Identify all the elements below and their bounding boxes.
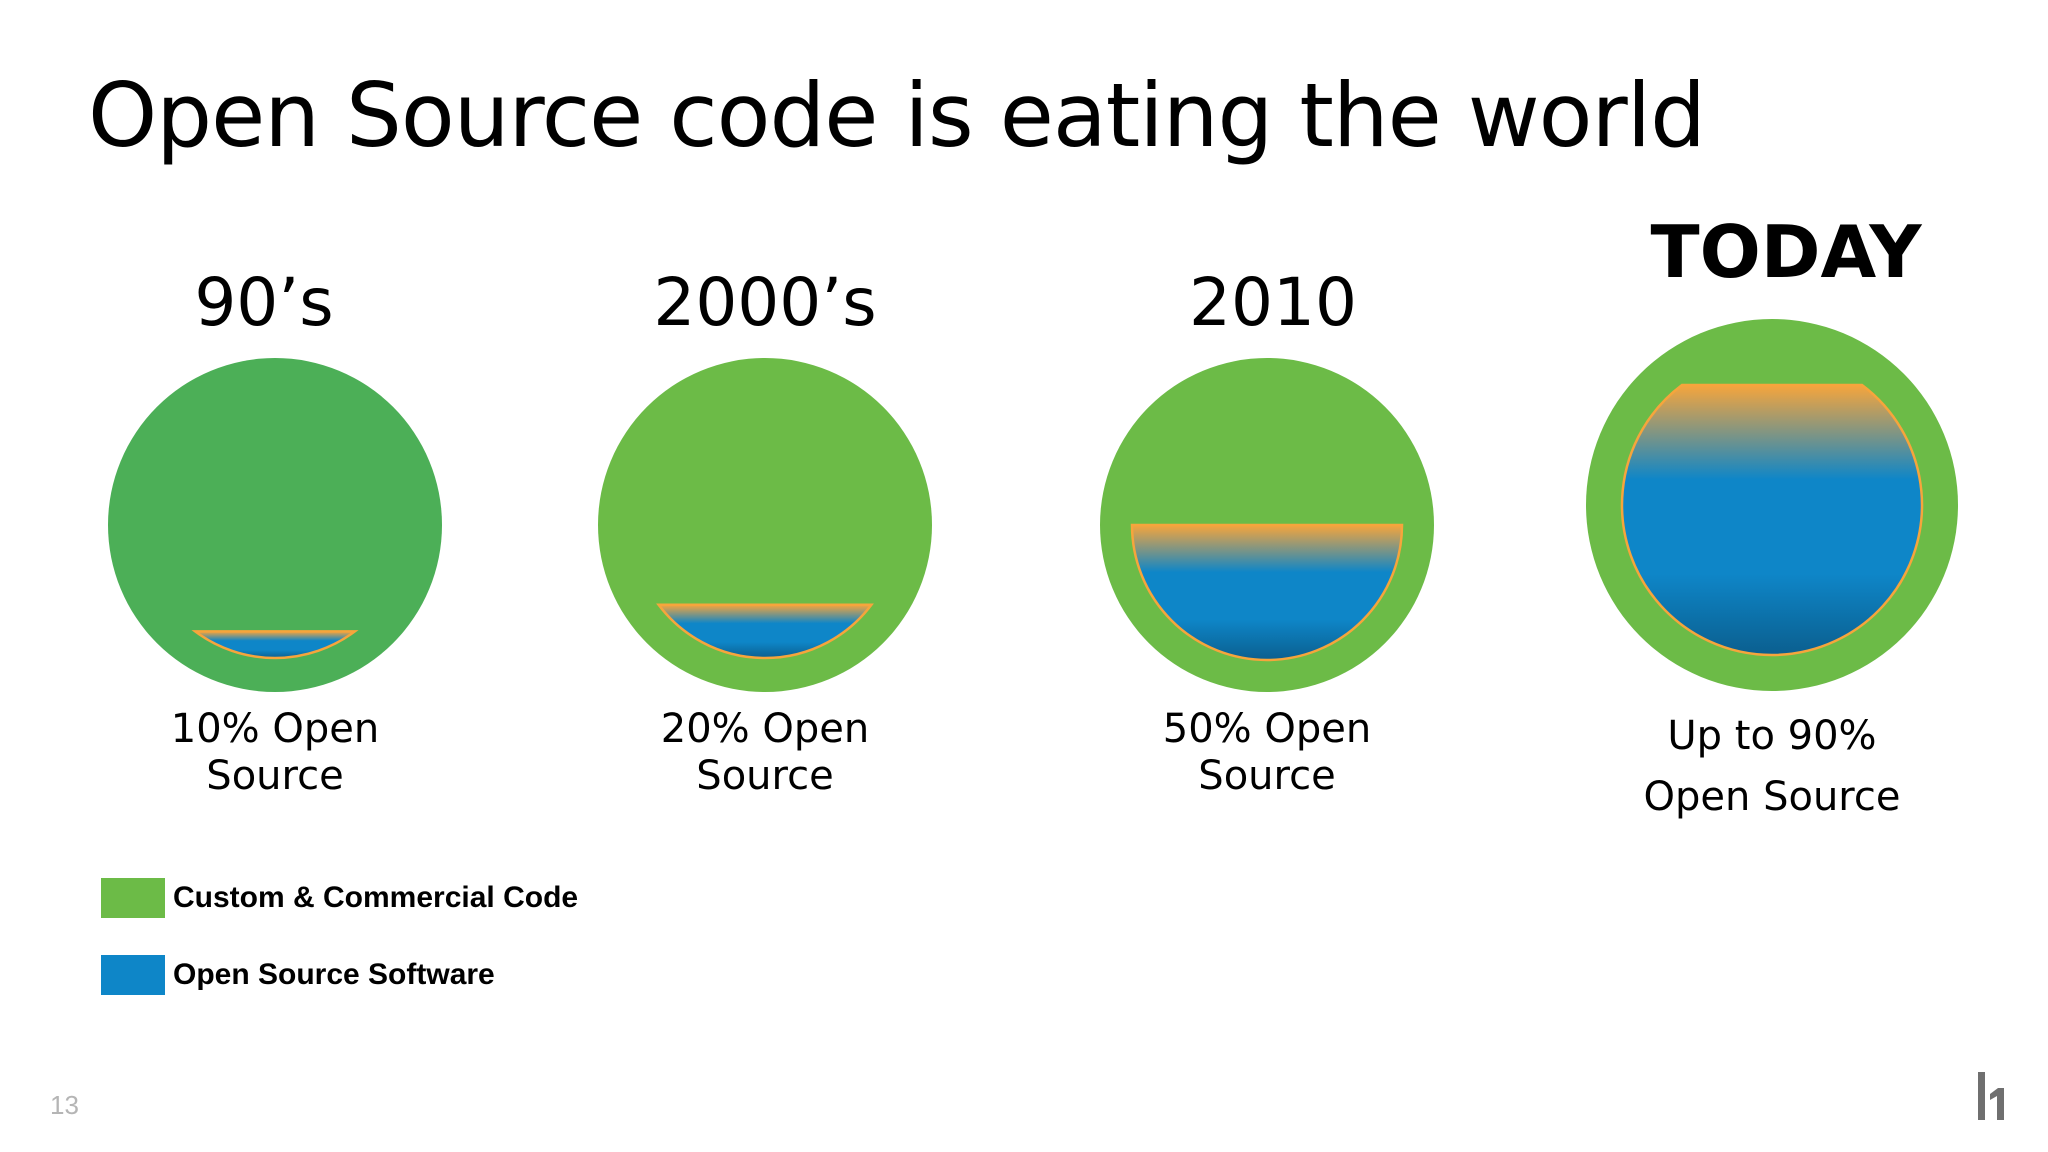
era-label-2000s: 2000’s: [653, 264, 877, 341]
caption-90s: 10% Open Source: [105, 706, 445, 800]
caption-2010: 50% Open Source: [1097, 706, 1437, 800]
legend-label-custom-code: Custom & Commercial Code: [173, 881, 579, 914]
caption-today-line2: Open Source: [1643, 774, 1901, 820]
legend-item-open-source: Open Source Software: [101, 955, 495, 995]
blue-swatch-icon: [101, 955, 165, 995]
era-label-90s: 90’s: [194, 264, 334, 341]
legend-label-open-source: Open Source Software: [173, 958, 495, 991]
caption-2000s: 20% Open Source: [595, 706, 935, 800]
caption-today: Up to 90% Open Source: [1602, 706, 1942, 828]
hackerone-logo-icon: [1978, 1072, 2004, 1120]
circle-90s: [108, 358, 442, 692]
slide-title: Open Source code is eating the world: [88, 64, 1706, 167]
caption-2010-line2: Source: [1198, 753, 1336, 799]
open-source-fill-today: [1620, 383, 1924, 657]
open-source-fill-2010: [1130, 523, 1404, 662]
caption-2000s-line2: Source: [696, 753, 834, 799]
open-source-fill-90s: [191, 630, 359, 660]
era-label-2010: 2010: [1189, 264, 1357, 341]
caption-90s-line2: Source: [206, 753, 344, 799]
caption-2000s-line1: 20% Open: [660, 706, 870, 752]
green-swatch-icon: [101, 878, 165, 918]
open-source-fill-2000s: [656, 603, 874, 660]
legend-item-custom-code: Custom & Commercial Code: [101, 878, 578, 918]
page-number: 13: [50, 1090, 79, 1120]
caption-2010-line1: 50% Open: [1162, 706, 1372, 752]
caption-90s-line1: 10% Open: [170, 706, 380, 752]
caption-today-line1: Up to 90%: [1667, 713, 1877, 759]
era-label-today: TODAY: [1650, 210, 1922, 294]
